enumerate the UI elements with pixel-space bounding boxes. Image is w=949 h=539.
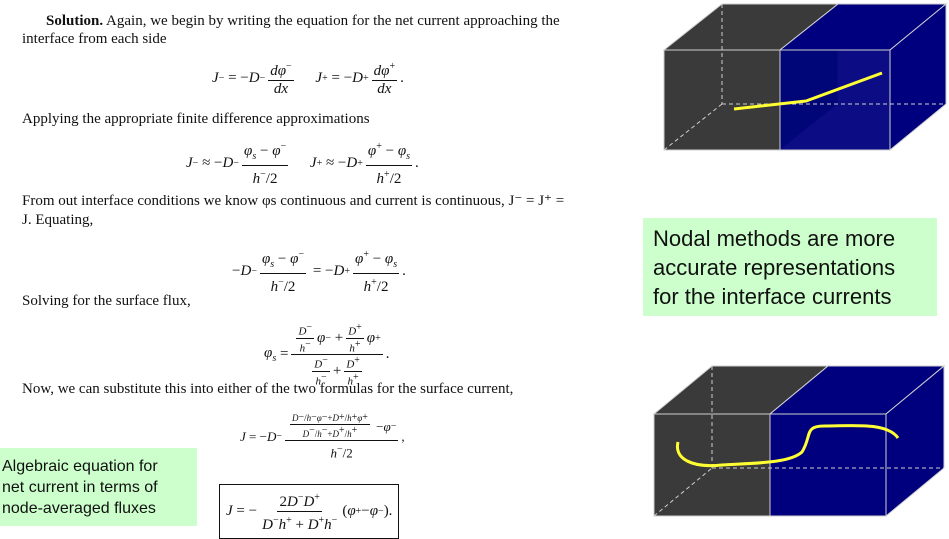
substitute-text: Now, we can substitute this into either … [22, 381, 514, 397]
applying-text: Applying the appropriate finite differen… [22, 111, 370, 127]
equation-final-net-current: J = − 2D−D+ D−h+ + D+h− (φ + − φ −). [219, 484, 400, 539]
bottom-interface-box-diagram [652, 364, 946, 518]
bottom-right-region-front [769, 413, 887, 517]
interface-conditions-line1: From out interface conditions we know φs… [22, 193, 565, 209]
solution-heading: Solution. [46, 13, 104, 29]
equation-equating: − D − φs − φ− h−/2 = − D + φ+ − φs h+/2. [232, 246, 406, 296]
equation-net-current-derivative: J − = − D − dφ− dx J + = − D + dφ+ dx. [212, 58, 404, 98]
interface-conditions-line2: J. Equating, [22, 212, 94, 228]
top-left-region-front [663, 49, 781, 151]
algebraic-line-1: Algebraic equation for [2, 458, 158, 475]
solution-paragraph: Solution. Again, we begin by writing the… [46, 12, 560, 30]
algebraic-line-3: node-averaged fluxes [2, 500, 156, 517]
top-interface-box-diagram [662, 2, 948, 152]
equation-current-substituted: J = − D − D − / h − φ − + D + / h + φ + D−/h−+D+/h+ − φ −… [240, 412, 405, 461]
nodal-line-3: for the interface currents [653, 284, 892, 309]
top-right-region-side [889, 2, 947, 152]
algebraic-line-2: net current in terms of [2, 479, 158, 496]
bottom-flux-curve [675, 424, 900, 468]
nodal-line-2: accurate representations [653, 255, 896, 280]
solution-intro-line2: interface from each side [22, 31, 167, 47]
solving-text: Solving for the surface flux, [22, 293, 191, 309]
top-right-region-front [779, 49, 891, 151]
equation-surface-flux: φs = D− h− φ − + D+ h+ φ + D− h− + D+ h+ . [264, 322, 390, 388]
top-flux-curve [733, 71, 883, 111]
solution-intro-line1: Again, we begin by writing the equation … [106, 13, 560, 29]
algebraic-equation-callout: Algebraic equation for net current in te… [0, 448, 197, 526]
equation-finite-difference: J − ≈ − D − φs − φ− h−/2 J + ≈ − D + φ+ − φs h+/… [186, 138, 419, 188]
nodal-methods-callout: Nodal methods are more accurate represen… [643, 218, 937, 316]
nodal-line-1: Nodal methods are more [653, 226, 896, 251]
